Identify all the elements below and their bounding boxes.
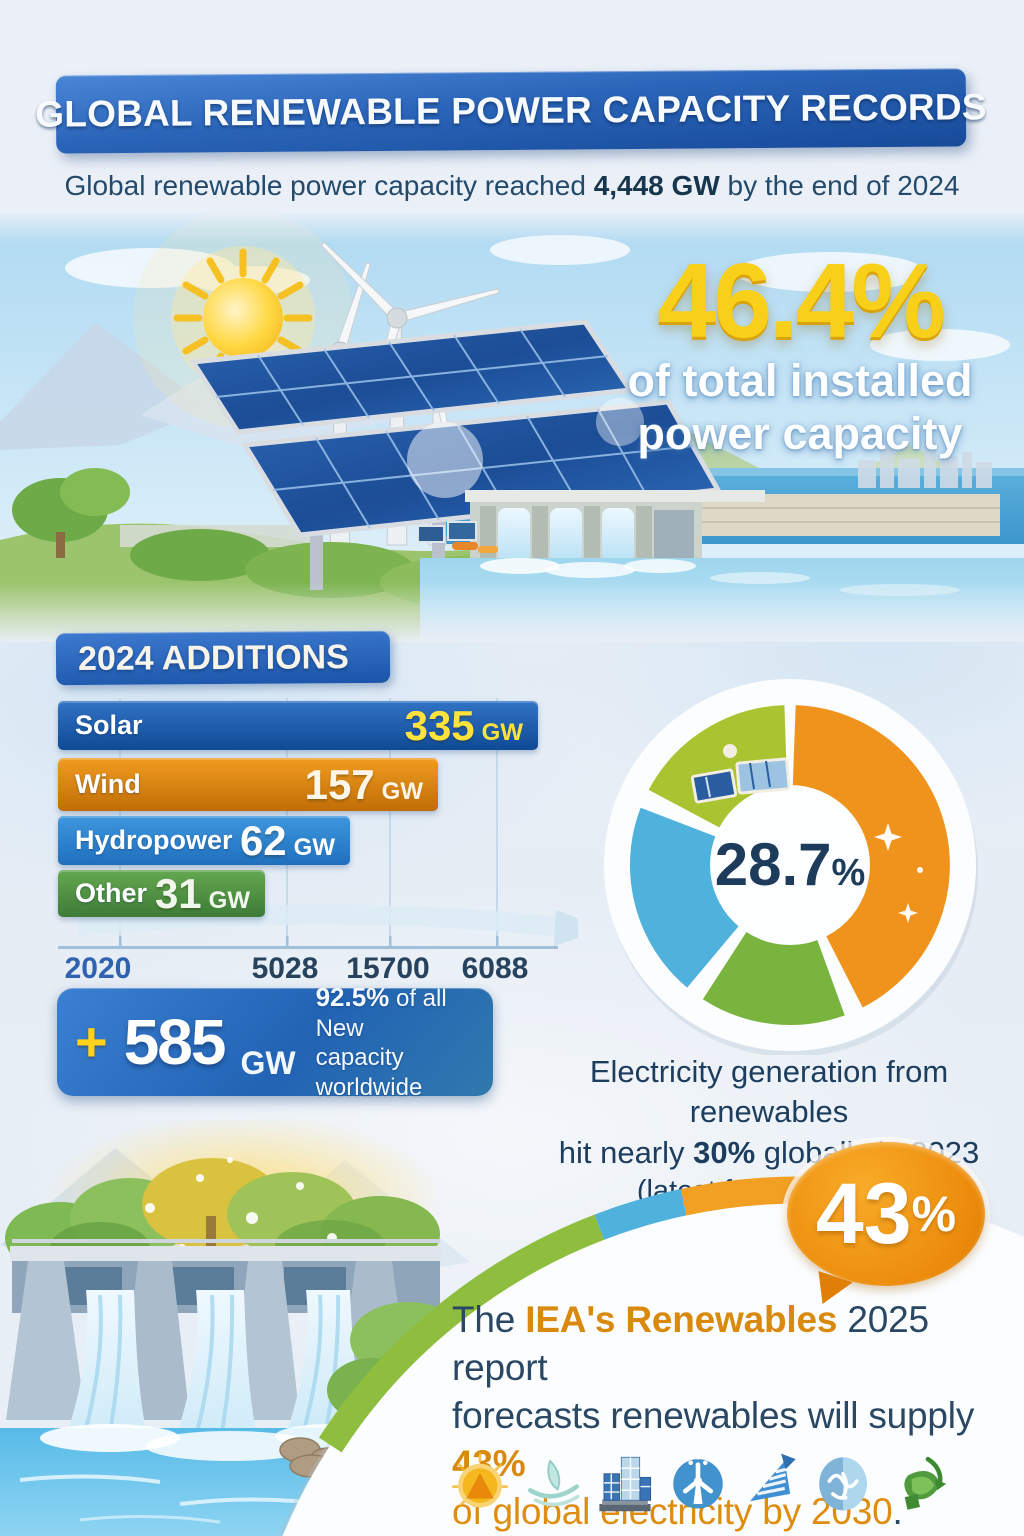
- sparkles: [874, 823, 923, 923]
- forecast-line1-c: 2025 report: [452, 1299, 929, 1389]
- axis-tick-labels: 2020 5028 15700 6088: [58, 952, 558, 988]
- forecast-line1-b: IEA's Renewables: [525, 1299, 838, 1340]
- gauge-arc-blue: [594, 1188, 687, 1240]
- forecast-line3-b: .: [892, 1491, 903, 1533]
- forecast-line3: of global electricity by 2030.: [452, 1488, 1024, 1536]
- axis-tick: 6088: [461, 952, 529, 985]
- forecast-line1-a: The: [452, 1299, 526, 1340]
- city-skyline: [858, 442, 992, 488]
- bar-value: 335: [404, 701, 475, 749]
- bar-value: 31: [154, 869, 202, 917]
- wave-leaf-icon: [527, 1459, 580, 1507]
- donut-hole: [710, 785, 870, 945]
- subtitle: Global renewable power capacity reached …: [0, 170, 1024, 202]
- additions-summary-box: + 585 GW 92.5% of all New capacity world…: [57, 982, 493, 1101]
- caption-line2-prefix: hit nearly: [558, 1134, 694, 1170]
- bar-unit: GW: [208, 886, 250, 914]
- donut-chart: 28.7%: [604, 679, 978, 1055]
- donut-segment-blue: [630, 807, 741, 988]
- subtitle-value: 4,448 GW: [593, 170, 720, 201]
- bar-solar: Solar 335 GW: [58, 701, 538, 750]
- sun-icon: [452, 1452, 508, 1508]
- donut-segment-lime: [648, 705, 789, 830]
- forecast-text: The IEA's Renewables 2025 report forecas…: [452, 1296, 1024, 1536]
- eco-leaf-icon: [904, 1456, 947, 1510]
- bar-value: 157: [304, 760, 375, 808]
- axis-line: [58, 946, 558, 949]
- donut-segment-green: [702, 929, 845, 1025]
- hero-stat: 46.4% of total installed power capacity: [585, 248, 1015, 460]
- axis-tick: 15700: [346, 952, 430, 985]
- summary-note-bold: 92.5%: [315, 982, 390, 1013]
- additions-banner-label: 2024 ADDITIONS: [77, 637, 349, 678]
- bar-unit: GW: [381, 777, 423, 805]
- summary-value: 585: [123, 1006, 227, 1078]
- bar-hydropower: Hydropower 62 GW: [58, 816, 350, 865]
- page-title: GLOBAL RENEWABLE POWER CAPACITY RECORDS: [35, 86, 987, 135]
- summary-unit: GW: [240, 1045, 296, 1081]
- icon-row: [448, 1436, 948, 1528]
- additions-banner: 2024 ADDITIONS: [55, 630, 391, 686]
- hydro-dam: [417, 490, 1000, 562]
- solar-panel-row: [188, 319, 635, 435]
- forecast-bubble-unit: %: [911, 1186, 957, 1242]
- hero-top-fade: [0, 210, 1024, 244]
- bar-other: Other 31 GW: [58, 870, 265, 917]
- gauge-arc-green: [318, 1214, 605, 1453]
- solar-building-icon: [599, 1456, 652, 1512]
- axis-tick: 2020: [64, 952, 132, 985]
- water-swirl-icon: [819, 1457, 868, 1511]
- waterfalls: [62, 1290, 366, 1450]
- bar-label: Solar: [75, 710, 143, 740]
- donut-segment-orange: [791, 705, 950, 1008]
- hero-stat-value: 46.4%: [657, 242, 946, 360]
- axis-swoosh: [77, 904, 570, 938]
- bar-label: Hydropower: [75, 825, 233, 855]
- forecast-bubble: 43 %: [787, 1142, 985, 1311]
- bar-value: 62: [239, 816, 287, 864]
- bar-label: Wind: [75, 769, 141, 799]
- summary-note: 92.5% of all New capacity worldwide: [316, 982, 475, 1102]
- axis-arrow: [554, 910, 578, 946]
- bar-unit: GW: [293, 833, 335, 861]
- mini-solar-panel-illustration: [690, 744, 791, 804]
- axis-ticks: [119, 936, 499, 946]
- forecast-line3-a: of global electricity by 2030: [452, 1491, 893, 1533]
- forecast-bubble-value: 43: [815, 1166, 912, 1262]
- subtitle-suffix: by the end of 2024: [719, 170, 960, 201]
- forecast-line2: forecasts renewables will supply 43%: [452, 1392, 1024, 1488]
- bar-unit: GW: [481, 718, 523, 746]
- forecast-line2-a: forecasts renewables will supply: [452, 1395, 975, 1437]
- generation-caption-line1: Electricity generation from renewables: [589, 1054, 949, 1130]
- forecast-line1: The IEA's Renewables 2025 report: [452, 1296, 1024, 1392]
- plus-sign: +: [75, 1010, 108, 1073]
- summary-note-line2: capacity worldwide: [315, 1044, 423, 1101]
- subtitle-prefix: Global renewable power capacity reached: [64, 170, 594, 201]
- hero-illustration: [0, 210, 1024, 642]
- caption-line2-bold: 30%: [693, 1134, 756, 1170]
- wind-turbine-icon: [673, 1455, 723, 1509]
- bar-label: Other: [75, 878, 148, 908]
- title-banner: GLOBAL RENEWABLE POWER CAPACITY RECORDS: [35, 68, 987, 154]
- hero-stat-caption-line2: power capacity: [637, 408, 963, 460]
- hero-stat-caption-line1: of total installed: [627, 355, 973, 406]
- bar-wind: Wind 157 GW: [58, 758, 438, 811]
- sail-arrow-icon: [749, 1453, 796, 1502]
- summary-note-rest: of all New: [315, 985, 447, 1042]
- axis-tick: 5028: [251, 952, 319, 985]
- donut-center-label: 28.7%: [715, 831, 866, 898]
